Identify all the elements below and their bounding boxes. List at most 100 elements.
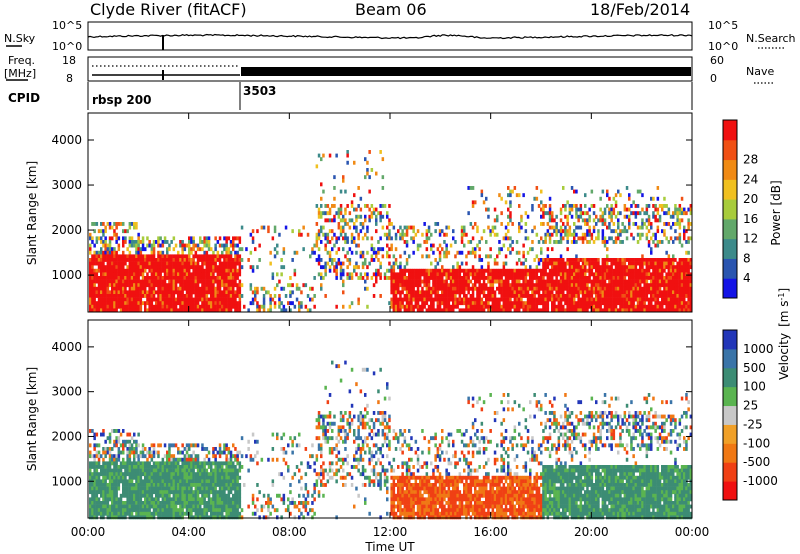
heat-cell [630,268,633,273]
heat-cell [425,247,429,252]
heat-cell [207,304,211,309]
heat-cell [168,243,171,248]
heat-cell [405,225,409,230]
heat-cell [504,225,508,230]
heat-cell [524,304,528,309]
heat-cell [273,301,277,306]
heat-cell [238,304,242,309]
heat-cell [157,272,160,277]
heat-cell [427,254,431,259]
heat-cell [482,200,486,205]
heat-cell [357,232,360,237]
heat-cell [603,272,607,277]
heat-cell [317,232,321,237]
heat-cell [115,439,118,444]
heat-cell [126,450,129,455]
heat-cell [223,297,226,302]
heat-cell [434,265,437,270]
heat-cell [641,304,644,309]
heat-cell [548,225,552,230]
heat-cell [130,286,134,291]
heat-cell [91,290,94,295]
heat-cell [656,308,660,313]
heat-cell [628,265,631,270]
heat-cell [634,276,638,280]
heat-cell [216,268,220,273]
heat-cell [188,240,191,244]
heat-cell [137,465,140,469]
heat-cell [192,265,195,270]
heat-cell [590,304,594,309]
heat-cell [502,304,506,309]
heat-cell [128,450,132,455]
heat-cell [135,472,138,477]
heat-cell [223,290,226,295]
heat-cell [115,479,118,484]
heat-cell [392,286,396,291]
heat-cell [322,265,325,270]
heat-cell [161,483,165,487]
heat-cell [113,283,116,288]
heat-cell [588,240,591,244]
heat-cell [256,301,259,306]
heat-cell [141,286,145,291]
heat-cell [135,254,138,259]
heat-cell [234,301,237,306]
heat-cell [423,294,426,298]
heat-cell [282,286,286,291]
heat-cell [122,229,125,234]
heat-cell [460,279,464,284]
heat-cell [155,240,158,244]
heat-cell [260,304,264,309]
heat-cell [234,258,237,262]
heat-cell [126,272,129,277]
heat-cell [544,258,547,262]
heat-cell [93,272,96,277]
heat-cell [104,286,107,291]
heat-cell [357,301,360,306]
heat-cell [579,283,583,288]
heat-cell [421,279,424,284]
heat-cell [126,511,129,516]
heat-cell [207,286,211,291]
heat-cell [634,268,638,273]
heat-cell [599,297,602,302]
heat-cell [201,268,204,273]
heat-cell [548,236,552,241]
heat-cell [100,483,103,487]
heat-cell [177,447,180,451]
heat-cell [667,261,671,266]
heat-cell [669,261,673,266]
heat-cell [551,211,554,216]
heat-cell [179,294,182,298]
heat-cell [232,265,235,270]
heat-cell [108,247,112,252]
heat-cell [654,290,657,295]
heat-cell [568,286,572,291]
heat-cell [236,304,239,309]
heat-cell [553,308,556,313]
heat-cell [584,204,587,208]
heat-cell [689,283,693,288]
heat-cell [91,429,94,433]
heat-cell [168,508,171,513]
heat-cell [665,258,668,262]
heat-cell [601,265,605,270]
heat-cell [445,268,448,273]
heat-cell [674,297,677,302]
heat-cell [636,276,640,280]
heat-cell [144,268,147,273]
heat-cell [590,279,594,284]
heat-cell [166,454,169,459]
heat-cell [168,279,171,284]
heat-cell [130,508,134,513]
heat-cell [328,207,332,212]
heat-cell [144,276,147,280]
heat-cell [225,304,228,309]
heat-cell [656,301,660,306]
date-title: 18/Feb/2014 [590,0,690,19]
heat-cell [379,276,382,280]
heat-cell [449,272,453,277]
heat-cell [108,468,112,473]
heat-cell [122,447,125,451]
